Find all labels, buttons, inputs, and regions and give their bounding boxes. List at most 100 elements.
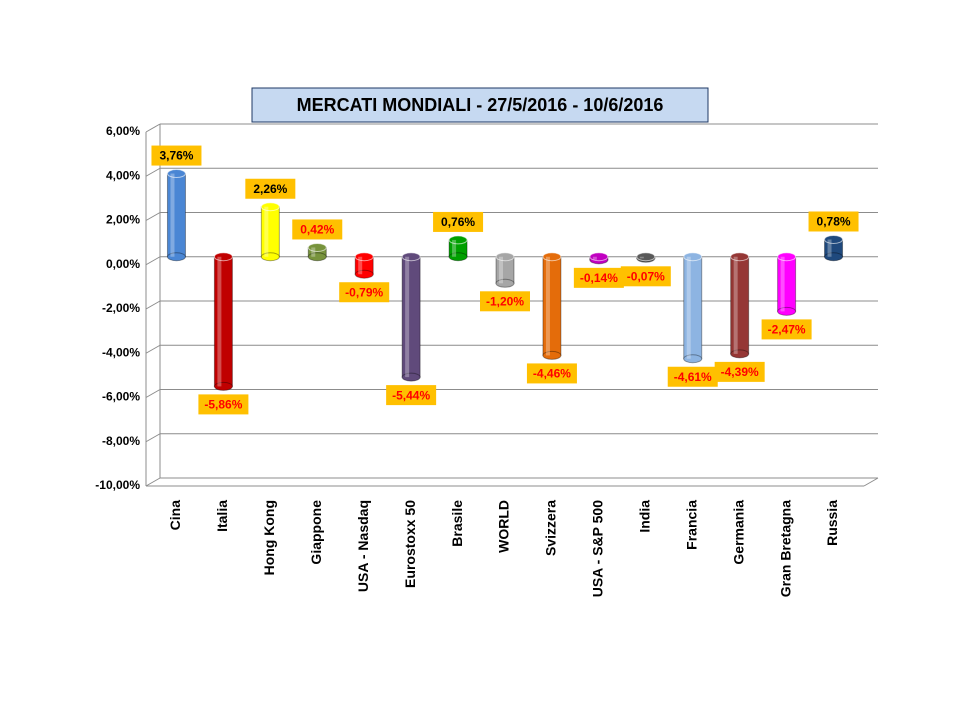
value-label: -1,20%: [486, 294, 524, 308]
value-label-group: -0,79%: [339, 282, 390, 303]
bar: [401, 256, 421, 378]
bar-bottom: [166, 252, 186, 262]
y-tick-label: 4,00%: [106, 168, 140, 182]
bar-bottom: [401, 372, 421, 382]
value-label-box: [245, 178, 296, 199]
value-label-group: -0,14%: [573, 267, 624, 288]
bar-cap: [260, 202, 280, 212]
bar: [166, 173, 186, 258]
grid-slant: [145, 123, 161, 133]
bar-shine: [264, 206, 269, 257]
bar-cap: [166, 169, 186, 179]
x-tick-label: Italia: [214, 500, 230, 532]
y-tick-label: -4,00%: [102, 345, 140, 359]
value-label-group: 0,42%: [292, 219, 343, 240]
value-label-box: [198, 394, 249, 415]
bar: [730, 256, 750, 355]
grid-slant: [145, 256, 161, 266]
bar-cap: [213, 252, 233, 262]
value-label-group: -1,20%: [480, 291, 530, 312]
value-label-box: [761, 319, 812, 340]
value-label: 0,78%: [817, 215, 851, 229]
bar-cap: [495, 252, 515, 262]
value-label-group: -4,39%: [714, 361, 765, 382]
bar-shine: [499, 256, 503, 284]
x-tick-label: Gran Bretagna: [777, 500, 793, 597]
title-box: [251, 87, 709, 123]
bar-cap: [307, 242, 327, 252]
bar-bottom: [307, 252, 327, 262]
value-label-group: -4,46%: [526, 363, 577, 384]
grid-slant: [145, 167, 161, 177]
bar-shine: [217, 256, 222, 387]
bar-cap: [683, 252, 703, 262]
value-label-box: [386, 385, 437, 406]
value-label: 0,76%: [441, 215, 475, 229]
bar-cap: [824, 234, 844, 244]
y-tick-label: -10,00%: [95, 478, 140, 492]
value-label: 2,26%: [253, 182, 287, 196]
bar-bottom: [824, 252, 844, 262]
bar-cap: [354, 252, 374, 262]
value-label: -4,46%: [533, 367, 571, 381]
grid-slant: [145, 389, 161, 398]
bar-bottom: [495, 278, 515, 288]
bar-cap: [401, 252, 421, 262]
value-label: -4,39%: [721, 365, 759, 379]
value-label: 3,76%: [159, 149, 193, 163]
value-label: -5,44%: [392, 388, 430, 402]
x-tick-label: Cina: [167, 500, 183, 531]
bar-bottom: [213, 381, 233, 391]
y-tick-label: -8,00%: [102, 434, 140, 448]
value-label: -4,61%: [674, 370, 712, 384]
value-label: -2,47%: [768, 323, 806, 337]
y-tick-label: 2,00%: [106, 213, 140, 227]
bar-bottom: [730, 349, 750, 359]
grid-slant: [145, 212, 161, 221]
value-label-box: [339, 282, 390, 303]
bar-shine: [733, 256, 738, 354]
value-label-group: 3,76%: [151, 145, 202, 166]
grid-slant: [145, 477, 161, 487]
bar-cap: [589, 252, 609, 262]
bar-shine: [545, 256, 550, 356]
x-tick-label: Giappone: [308, 500, 324, 565]
bar-bottom: [683, 354, 703, 364]
bar: [542, 256, 562, 356]
x-tick-label: Francia: [683, 500, 699, 550]
value-label-group: -5,86%: [198, 394, 249, 415]
value-label-group: -0,07%: [620, 266, 671, 287]
bar-bottom: [260, 252, 280, 262]
x-tick-label: Hong Kong: [261, 500, 277, 575]
x-tick-label: Russia: [824, 500, 840, 546]
x-tick-label: WORLD: [496, 500, 512, 553]
value-label: -0,07%: [627, 269, 665, 283]
bar-shine: [639, 256, 644, 259]
bar-shine: [405, 256, 410, 378]
value-label-box: [433, 211, 484, 232]
value-label-box: [714, 361, 765, 382]
value-label: -0,14%: [580, 271, 618, 285]
bar: [777, 256, 797, 312]
value-label-box: [808, 211, 859, 232]
x-tick-label: Germania: [730, 500, 746, 565]
bar-shine: [170, 173, 175, 257]
bar-shine: [827, 239, 832, 257]
x-tick-label: India: [637, 500, 653, 533]
bar-cap: [730, 252, 750, 262]
bar-shine: [686, 256, 691, 359]
bar-bottom: [777, 306, 797, 316]
value-label-group: 2,26%: [245, 178, 296, 199]
value-label: 0,42%: [300, 223, 334, 237]
bar-cap: [636, 252, 656, 262]
value-label-box: [667, 366, 718, 387]
y-tick-label: -6,00%: [102, 390, 140, 404]
bar-shine: [780, 256, 785, 312]
x-tick-label: Brasile: [449, 500, 465, 547]
grid-slant: [145, 300, 161, 310]
value-label-group: -2,47%: [761, 319, 812, 340]
bar-shine: [358, 256, 363, 275]
bar: [260, 206, 280, 258]
value-label-box: [292, 219, 343, 240]
